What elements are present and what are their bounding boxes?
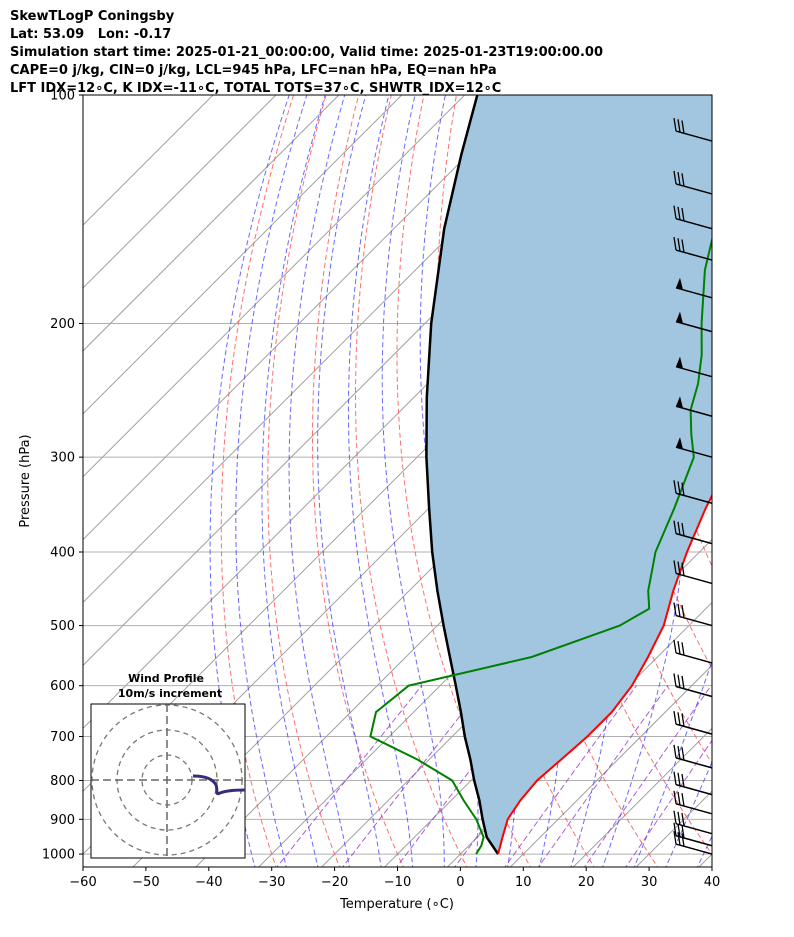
- wind-barb: [673, 673, 713, 698]
- y-axis-label: Pressure (hPa): [18, 434, 33, 527]
- mixing-ratio-16: [583, 685, 712, 867]
- isotherm--110: [83, 95, 529, 541]
- wind-barb: [673, 744, 713, 769]
- wind-barb: [673, 560, 713, 585]
- x-tick-label--10: −10: [384, 875, 411, 890]
- isotherm--160: [83, 95, 214, 226]
- isotherm-50: [743, 60, 794, 885]
- x-tick-label--50: −50: [132, 875, 159, 890]
- x-tick-label-10: 10: [515, 875, 532, 890]
- wind-barb: [673, 170, 713, 195]
- wind-barb: [673, 602, 713, 627]
- isotherm--20: [320, 475, 712, 867]
- dry-adiabat-10: [396, 95, 531, 867]
- wind-barb: [673, 830, 713, 855]
- y-tick-label-300: 300: [50, 451, 75, 466]
- y-tick-label-800: 800: [50, 774, 75, 789]
- wind-barb: [673, 480, 713, 504]
- wind-barb: [673, 117, 713, 142]
- wind-barb: [675, 437, 713, 458]
- isotherm--120: [83, 95, 466, 478]
- x-tick-label-40: 40: [704, 875, 721, 890]
- dry-adiabat-110: [748, 78, 794, 870]
- y-tick-label-200: 200: [50, 317, 75, 332]
- moist-adiabat--10: [317, 95, 382, 867]
- y-tick-label-100: 100: [50, 89, 75, 104]
- wind-barb: [675, 277, 713, 299]
- x-tick-label--30: −30: [258, 875, 285, 890]
- mixing-ratio-10: [537, 685, 669, 867]
- mixing-ratio-7: [504, 685, 637, 867]
- moist-adiabat-0: [381, 95, 445, 867]
- temperature-line: [497, 493, 712, 855]
- cape-shading: [426, 95, 712, 855]
- x-axis-label: Temperature (∘C): [339, 897, 454, 912]
- index-line: LFT IDX=12∘C, K IDX=-11∘C, TOTAL TOTS=37…: [10, 81, 502, 96]
- hodograph-trace: [192, 774, 245, 796]
- moist-adiabat-35: [665, 761, 712, 867]
- wind-barb: [673, 520, 713, 545]
- cin-cape-area: [426, 95, 712, 855]
- isotherm--140: [83, 95, 340, 352]
- mixing-ratio-24: [625, 739, 712, 867]
- cape-line: CAPE=0 j/kg, CIN=0 j/kg, LCL=945 hPa, LF…: [10, 63, 497, 78]
- wind-barb: [673, 236, 713, 261]
- location-line: Lat: 53.09 Lon: -0.17: [10, 27, 172, 42]
- x-tick-label-30: 30: [641, 875, 658, 890]
- wind-barb: [673, 711, 713, 735]
- y-tick-label-400: 400: [50, 546, 75, 561]
- dry-adiabat-0: [355, 95, 468, 867]
- moist-adiabat-5: [419, 95, 479, 867]
- isotherm-10: [509, 664, 712, 867]
- moist-adiabat-30: [633, 659, 712, 867]
- wind-barb: [673, 639, 713, 664]
- dry-adiabat--20: [267, 95, 341, 867]
- y-tick-label-600: 600: [50, 679, 75, 694]
- y-tick-label-1000: 1000: [42, 848, 75, 863]
- x-tick-label--40: −40: [195, 875, 222, 890]
- time-line: Simulation start time: 2025-01-21_00:00:…: [10, 45, 603, 60]
- moist-adiabat--15: [288, 95, 350, 867]
- wind-barb: [675, 356, 713, 378]
- inset-title: Wind Profile: [128, 672, 204, 685]
- wind-barb: [673, 771, 713, 796]
- dry-adiabat--30: [220, 95, 295, 867]
- wind-barb: [673, 810, 713, 835]
- chart-header: SkewTLogP Coningsby Lat: 53.09 Lon: -0.1…: [10, 8, 603, 98]
- moist-adiabat--25: [235, 95, 308, 867]
- y-tick-label-900: 900: [50, 813, 75, 828]
- inset-frame: [90, 703, 246, 859]
- wind-barb: [675, 311, 713, 333]
- isotherm--130: [83, 95, 403, 415]
- mixing-ratio-0.4: [276, 685, 423, 867]
- wind-barb: [673, 205, 713, 230]
- wind-barb: [673, 790, 713, 815]
- wind-barb: [675, 396, 713, 417]
- dewpoint-line: [369, 235, 712, 855]
- x-tick-label-0: 0: [456, 875, 464, 890]
- parcel-line: [425, 95, 500, 855]
- isotherm--150: [83, 95, 277, 289]
- wind-profile-inset: Wind Profile 10m/s increment: [90, 672, 246, 859]
- moist-adiabat--5: [347, 95, 414, 867]
- y-tick-label-500: 500: [50, 619, 75, 634]
- wind-barbs: [673, 117, 713, 855]
- dry-adiabat-120: [781, 78, 794, 870]
- mixing-ratio-1: [342, 685, 485, 867]
- moist-adiabat--30: [209, 95, 290, 867]
- x-tick-label-20: 20: [578, 875, 595, 890]
- x-tick-label--60: −60: [69, 875, 96, 890]
- inset-subtitle: 10m/s increment: [118, 687, 222, 700]
- profile-lines: [369, 95, 712, 855]
- axes: −60 −50 −40 −30 −20 −10 0 10 20 30 40 100 200 300 400 5…: [42, 89, 720, 891]
- x-tick-label--20: −20: [321, 875, 348, 890]
- y-tick-label-700: 700: [50, 730, 75, 745]
- isotherm-20: [572, 727, 712, 867]
- chart-title: SkewTLogP Coningsby: [10, 9, 175, 24]
- dry-adiabat-100: [716, 78, 794, 870]
- moist-adiabat--20: [261, 95, 326, 867]
